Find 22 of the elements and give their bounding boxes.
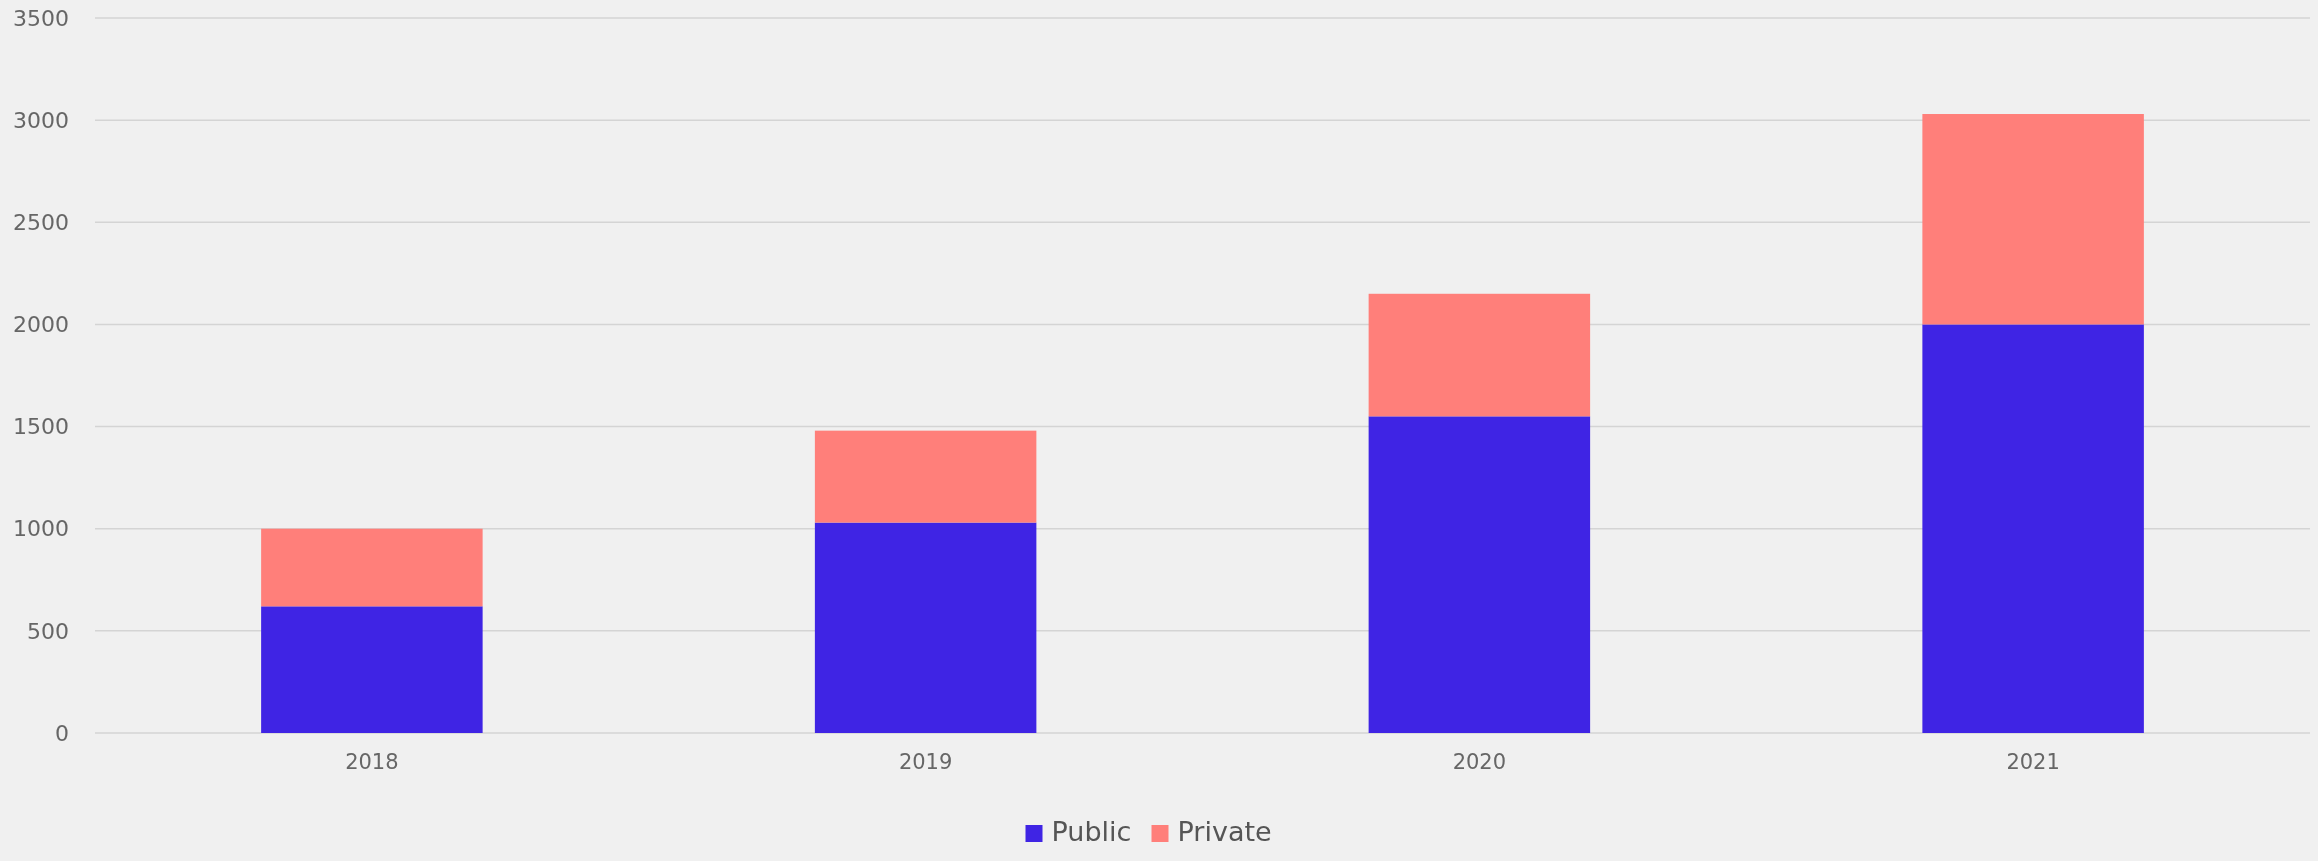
legend-label: Public bbox=[1051, 816, 1132, 847]
x-tick-label: 2021 bbox=[2006, 750, 2060, 774]
x-tick-label: 2018 bbox=[345, 750, 399, 774]
y-tick-label: 2500 bbox=[13, 209, 69, 235]
y-tick-label: 500 bbox=[27, 618, 69, 644]
x-tick-label: 2020 bbox=[1452, 750, 1507, 774]
y-tick-label: 3000 bbox=[13, 107, 69, 133]
y-tick-label: 1000 bbox=[13, 516, 69, 542]
bar bbox=[1368, 293, 1591, 417]
bar bbox=[814, 522, 1037, 733]
y-tick-label: 3500 bbox=[13, 5, 69, 31]
legend-label: Private bbox=[1177, 816, 1272, 847]
y-tick-label: 2000 bbox=[13, 312, 69, 338]
bar bbox=[1368, 416, 1591, 733]
bar bbox=[1922, 114, 2144, 325]
bar bbox=[1922, 324, 2144, 733]
bar bbox=[261, 606, 483, 733]
bar bbox=[814, 430, 1037, 523]
y-tick-label: 1500 bbox=[13, 414, 69, 440]
x-tick-label: 2019 bbox=[898, 750, 953, 774]
y-tick-label: 0 bbox=[55, 720, 69, 746]
bar bbox=[261, 528, 483, 607]
